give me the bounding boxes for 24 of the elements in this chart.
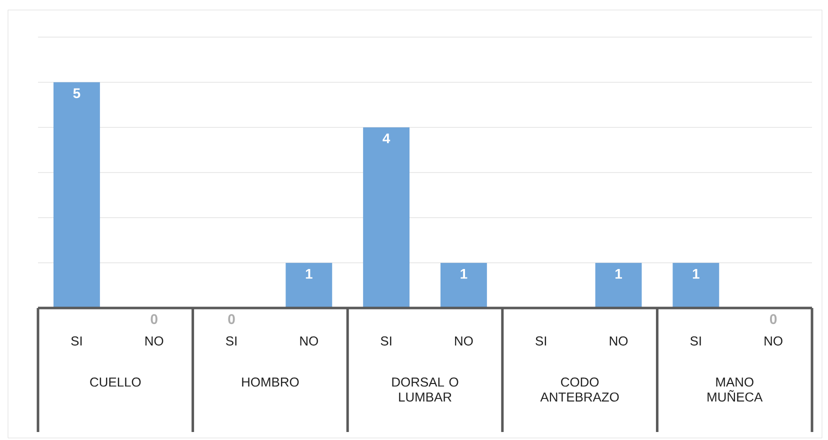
data-label: 0: [770, 314, 777, 324]
data-label: 1: [460, 269, 468, 279]
x-tick-label: SI: [71, 336, 82, 346]
text: CUELLO: [90, 378, 141, 387]
x-tick-label: NO: [764, 336, 782, 346]
text: CODO ANTEBRAZO: [540, 378, 619, 402]
x-tick-label: SI: [536, 336, 546, 346]
data-label: 4: [382, 134, 390, 144]
data-label: 0: [228, 314, 235, 324]
data-label: 0: [150, 314, 158, 324]
x-tick-label: NO: [610, 336, 628, 346]
x-tick-label: SI: [690, 336, 701, 346]
text: MANO MUÑECA: [708, 378, 763, 402]
x-tick-label: NO: [300, 336, 318, 346]
x-tick-label: NO: [455, 336, 473, 346]
data-label: 1: [616, 269, 622, 279]
x-tick-label: SI: [380, 336, 392, 346]
data-label: 5: [73, 88, 80, 98]
text: HOMBRO: [242, 378, 299, 387]
data-label: 1: [306, 269, 312, 279]
text: DORSAL O LUMBAR: [392, 378, 458, 402]
x-tick-label: SI: [226, 336, 236, 346]
data-label: 1: [692, 269, 700, 279]
x-tick-label: NO: [145, 336, 164, 346]
